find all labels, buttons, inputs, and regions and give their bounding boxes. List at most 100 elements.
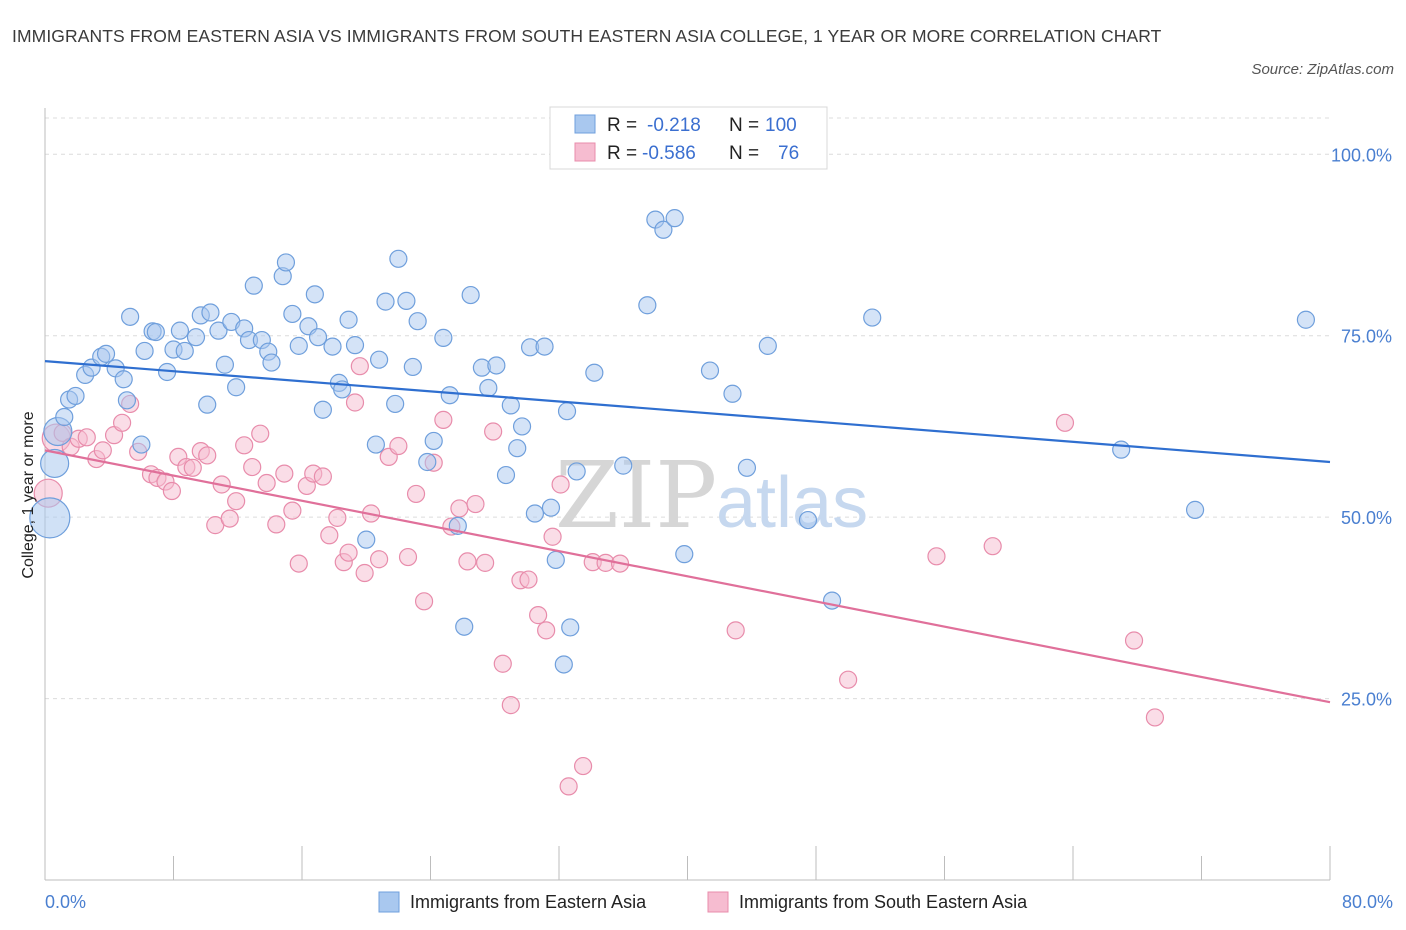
point-eastern-asia-0 (29, 497, 71, 539)
chart-source: Source: ZipAtlas.com (1251, 61, 1394, 78)
point-south-eastern-asia-15 (162, 481, 181, 501)
point-eastern-asia-5 (66, 386, 85, 406)
point-eastern-asia-81 (585, 363, 604, 382)
point-south-eastern-asia-48 (406, 484, 426, 504)
point-south-eastern-asia-24 (227, 492, 246, 511)
point-eastern-asia-54 (389, 249, 408, 268)
point-south-eastern-asia-31 (283, 501, 302, 520)
point-eastern-asia-87 (675, 545, 694, 564)
point-eastern-asia-3 (55, 407, 74, 427)
bottom-legend: Immigrants from Eastern Asia Immigrants … (378, 891, 1028, 913)
point-eastern-asia-15 (135, 341, 154, 361)
trend-line-south-eastern-asia (44, 449, 1331, 704)
point-eastern-asia-25 (201, 303, 220, 322)
point-eastern-asia-63 (455, 617, 474, 636)
point-eastern-asia-90 (737, 458, 757, 477)
point-south-eastern-asia-73 (927, 547, 946, 566)
x-tick-labels: 0.0% 80.0% (45, 892, 1393, 912)
point-eastern-asia-13 (121, 307, 140, 326)
y-tick-label-0: 25.0% (1341, 690, 1392, 710)
data-points (29, 209, 1316, 796)
point-south-eastern-asia-64 (543, 527, 562, 546)
point-eastern-asia-26 (209, 321, 228, 340)
x-tick-label-1: 80.0% (1342, 892, 1393, 912)
stats-legend-n-value-1: 100 (765, 115, 797, 136)
point-south-eastern-asia-40 (345, 393, 365, 412)
point-eastern-asia-56 (403, 357, 422, 377)
point-south-eastern-asia-7 (93, 441, 112, 460)
stats-legend-swatch-blue (574, 114, 596, 134)
point-eastern-asia-52 (376, 292, 395, 311)
point-eastern-asia-70 (508, 439, 527, 458)
point-south-eastern-asia-77 (1145, 708, 1165, 727)
point-eastern-asia-51 (370, 350, 389, 369)
y-tick-labels: 25.0% 50.0% 75.0% 100.0% (1331, 145, 1392, 709)
stats-legend-r-value-1: -0.218 (647, 115, 701, 136)
point-eastern-asia-83 (638, 296, 657, 315)
point-eastern-asia-53 (386, 394, 405, 414)
point-south-eastern-asia-56 (476, 553, 495, 572)
point-south-eastern-asia-51 (434, 410, 453, 429)
stats-legend-swatch-pink (574, 142, 596, 162)
point-south-eastern-asia-72 (839, 670, 858, 689)
point-south-eastern-asia-41 (350, 357, 369, 376)
point-eastern-asia-12 (117, 391, 137, 410)
point-eastern-asia-49 (357, 530, 376, 549)
point-south-eastern-asia-46 (389, 436, 408, 456)
stats-legend-r-label-2: R = (607, 143, 637, 164)
bottom-legend-swatch-blue (378, 891, 400, 913)
point-eastern-asia-47 (339, 310, 358, 329)
point-south-eastern-asia-26 (243, 457, 262, 477)
point-eastern-asia-41 (305, 285, 324, 304)
point-south-eastern-asia-63 (537, 621, 556, 640)
point-south-eastern-asia-76 (1124, 631, 1144, 650)
point-eastern-asia-97 (1296, 310, 1316, 329)
point-south-eastern-asia-28 (257, 473, 276, 493)
point-south-eastern-asia-49 (414, 592, 434, 611)
point-eastern-asia-79 (561, 618, 580, 637)
point-eastern-asia-60 (434, 328, 453, 347)
point-south-eastern-asia-66 (559, 777, 578, 796)
point-eastern-asia-17 (146, 322, 165, 342)
point-south-eastern-asia-75 (1055, 413, 1075, 432)
point-eastern-asia-96 (1185, 500, 1205, 519)
point-south-eastern-asia-62 (529, 606, 548, 625)
point-eastern-asia-27 (215, 355, 234, 374)
point-south-eastern-asia-71 (726, 621, 745, 640)
point-south-eastern-asia-37 (328, 508, 347, 527)
point-eastern-asia-67 (487, 356, 506, 375)
stats-legend: R = -0.218 N = 100 R = -0.586 N = 76 (549, 106, 828, 170)
point-eastern-asia-73 (525, 504, 545, 523)
point-eastern-asia-24 (198, 395, 217, 414)
point-eastern-asia-89 (723, 384, 742, 403)
point-eastern-asia-66 (479, 378, 498, 398)
point-eastern-asia-43 (313, 400, 332, 419)
chart-title: IMMIGRANTS FROM EASTERN ASIA VS IMMIGRAN… (12, 26, 1162, 46)
stats-legend-r-value-2: -0.586 (642, 143, 696, 164)
point-south-eastern-asia-32 (289, 554, 308, 573)
point-south-eastern-asia-39 (339, 543, 358, 562)
point-south-eastern-asia-36 (320, 526, 339, 545)
point-eastern-asia-20 (170, 321, 190, 340)
stats-legend-r-label-1: R = (607, 115, 637, 136)
point-eastern-asia-32 (244, 276, 263, 295)
point-south-eastern-asia-61 (519, 570, 538, 589)
point-eastern-asia-11 (114, 370, 133, 389)
point-south-eastern-asia-20 (198, 446, 217, 465)
watermark-zip: ZIP (555, 442, 717, 549)
point-eastern-asia-94 (863, 308, 882, 327)
point-south-eastern-asia-5 (77, 428, 96, 447)
point-eastern-asia-78 (557, 402, 577, 421)
point-eastern-asia-85 (654, 220, 673, 239)
point-eastern-asia-1 (40, 448, 70, 479)
point-eastern-asia-22 (186, 328, 206, 347)
y-tick-label-3: 100.0% (1331, 145, 1392, 165)
point-south-eastern-asia-23 (220, 509, 239, 528)
point-south-eastern-asia-42 (355, 563, 374, 583)
point-eastern-asia-77 (554, 655, 573, 674)
bottom-legend-swatch-pink (707, 891, 729, 913)
point-south-eastern-asia-25 (235, 436, 254, 455)
stats-legend-n-label-1: N = (729, 115, 759, 136)
bottom-legend-label-south-eastern-asia: Immigrants from South Eastern Asia (739, 892, 1028, 912)
